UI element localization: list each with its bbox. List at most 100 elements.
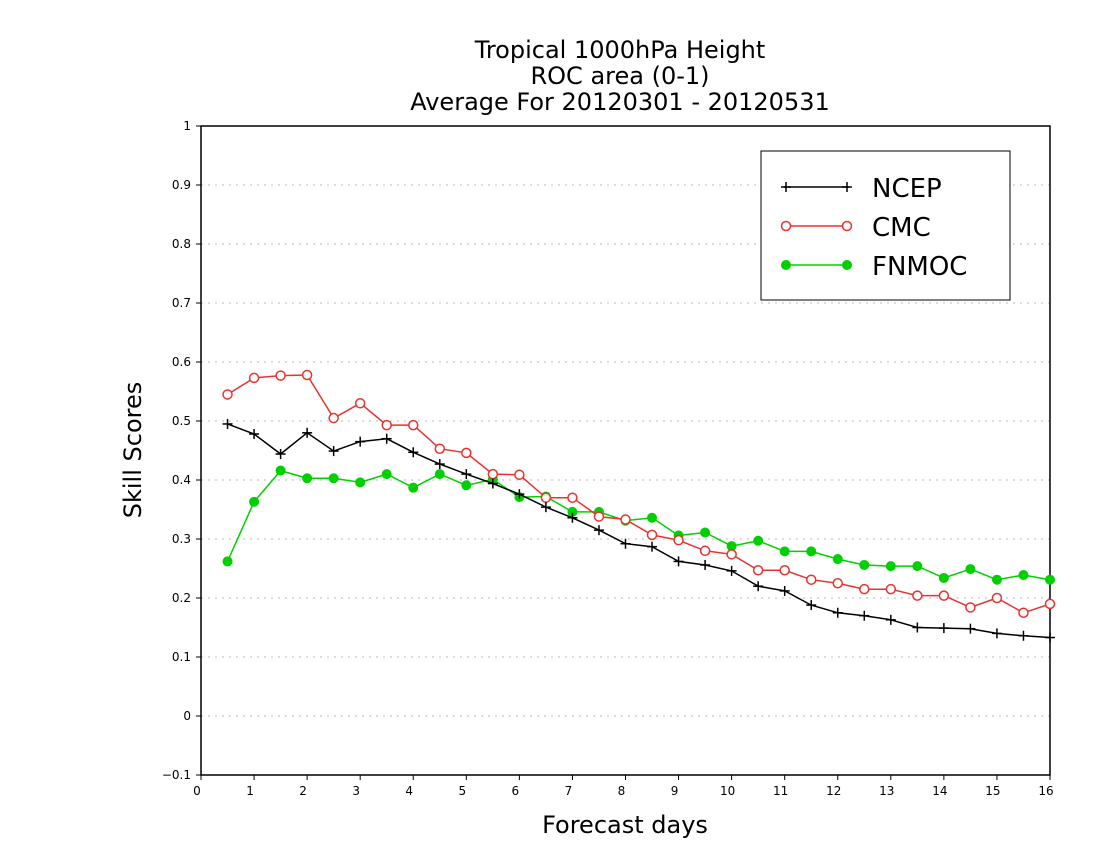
point-cmc bbox=[408, 419, 419, 431]
legend-label-ncep: NCEP bbox=[872, 174, 942, 204]
y-tick-label: 0.6 bbox=[172, 355, 191, 369]
point-fnmoc bbox=[249, 496, 260, 507]
point-ncep bbox=[302, 427, 313, 438]
series-line-cmc bbox=[227, 374, 1051, 614]
y-tick-label: 0.7 bbox=[172, 296, 191, 310]
point-fnmoc bbox=[779, 546, 790, 557]
point-cmc bbox=[885, 583, 897, 595]
x-tick-label: 14 bbox=[932, 784, 947, 798]
point-fnmoc bbox=[1018, 569, 1029, 580]
point-ncep bbox=[355, 436, 366, 447]
title-line-2: ROC area (0-1) bbox=[530, 62, 709, 90]
point-cmc bbox=[328, 412, 339, 424]
legend-entry-ncep: NCEP bbox=[781, 174, 942, 204]
point-fnmoc bbox=[275, 465, 286, 476]
point-fnmoc bbox=[381, 469, 392, 480]
legend-marker-cmc bbox=[780, 220, 792, 232]
point-ncep bbox=[859, 610, 870, 621]
x-tick-label: 10 bbox=[720, 784, 735, 798]
point-fnmoc bbox=[753, 535, 764, 546]
point-fnmoc bbox=[912, 561, 923, 572]
series-cmc bbox=[222, 369, 1056, 618]
point-ncep bbox=[434, 459, 445, 470]
point-ncep bbox=[700, 559, 711, 570]
legend-marker-cmc bbox=[841, 220, 853, 232]
x-tick-label: 15 bbox=[985, 784, 1000, 798]
legend-entry-fnmoc: FNMOC bbox=[781, 252, 967, 282]
point-cmc bbox=[354, 398, 366, 409]
y-tick-label: 0.4 bbox=[172, 473, 191, 487]
point-cmc bbox=[275, 370, 286, 381]
series-line-fnmoc bbox=[226, 469, 1051, 581]
point-ncep bbox=[249, 428, 260, 439]
legend-label-cmc: CMC bbox=[872, 213, 931, 243]
point-fnmoc bbox=[1045, 574, 1055, 585]
point-cmc bbox=[1044, 598, 1056, 610]
point-fnmoc bbox=[832, 554, 843, 565]
point-cmc bbox=[938, 590, 950, 601]
point-cmc bbox=[514, 469, 525, 480]
point-cmc bbox=[1018, 607, 1029, 618]
y-tick-label: 0 bbox=[183, 709, 191, 723]
point-fnmoc bbox=[328, 473, 339, 484]
point-ncep bbox=[885, 614, 896, 625]
point-ncep bbox=[912, 622, 923, 633]
point-cmc bbox=[487, 468, 499, 480]
point-ncep bbox=[965, 623, 976, 634]
point-cmc bbox=[381, 419, 392, 431]
point-ncep bbox=[328, 446, 339, 457]
x-tick-label: 6 bbox=[512, 784, 520, 798]
point-cmc bbox=[620, 514, 631, 525]
y-tick-label: −0.1 bbox=[162, 768, 191, 782]
point-cmc bbox=[673, 534, 684, 546]
point-fnmoc bbox=[965, 564, 976, 575]
point-ncep bbox=[938, 623, 949, 634]
legend-marker-ncep bbox=[781, 182, 791, 192]
x-tick-label: 5 bbox=[458, 784, 466, 798]
legend-marker-ncep bbox=[842, 182, 852, 192]
series-layer bbox=[222, 369, 1056, 643]
point-cmc bbox=[752, 565, 764, 576]
point-ncep bbox=[540, 502, 551, 513]
legend-marker-fnmoc bbox=[781, 260, 791, 270]
y-axis-label: Skill Scores bbox=[119, 382, 147, 519]
point-ncep bbox=[779, 585, 790, 596]
point-ncep bbox=[991, 628, 1002, 639]
point-ncep bbox=[381, 433, 392, 444]
point-ncep bbox=[408, 447, 419, 458]
y-tick-label: 0.1 bbox=[172, 650, 191, 664]
series-fnmoc bbox=[222, 465, 1055, 585]
x-tick-label: 16 bbox=[1038, 784, 1053, 798]
legend-entry-cmc: CMC bbox=[780, 213, 931, 243]
point-ncep bbox=[461, 469, 472, 480]
legend-box bbox=[760, 150, 1011, 301]
x-tick-label: 7 bbox=[565, 784, 573, 798]
title-line-1: Tropical 1000hPa Height bbox=[474, 36, 766, 64]
point-cmc bbox=[726, 549, 737, 560]
point-fnmoc bbox=[859, 559, 870, 570]
y-tick-label: 0.9 bbox=[172, 178, 191, 192]
y-tick-label: 0.2 bbox=[172, 591, 191, 605]
series-line-ncep bbox=[227, 423, 1051, 639]
x-tick-label: 0 bbox=[193, 784, 201, 798]
point-ncep bbox=[753, 581, 764, 592]
point-cmc bbox=[222, 389, 233, 400]
point-fnmoc bbox=[647, 512, 658, 523]
point-cmc bbox=[805, 574, 817, 585]
point-fnmoc bbox=[461, 480, 472, 491]
point-cmc bbox=[646, 529, 658, 541]
title-line-3: Average For 20120301 - 20120531 bbox=[410, 88, 830, 116]
point-fnmoc bbox=[700, 527, 711, 538]
point-ncep bbox=[222, 418, 233, 429]
chart-title: Tropical 1000hPa Height ROC area (0-1) A… bbox=[410, 36, 830, 116]
point-ncep bbox=[832, 607, 843, 618]
point-ncep bbox=[275, 449, 286, 460]
point-fnmoc bbox=[408, 482, 419, 493]
series-ncep bbox=[222, 418, 1055, 643]
point-cmc bbox=[779, 565, 790, 576]
point-ncep bbox=[1018, 630, 1029, 641]
point-fnmoc bbox=[434, 469, 445, 480]
y-tick-label: 0.3 bbox=[172, 532, 191, 546]
point-fnmoc bbox=[355, 477, 366, 488]
